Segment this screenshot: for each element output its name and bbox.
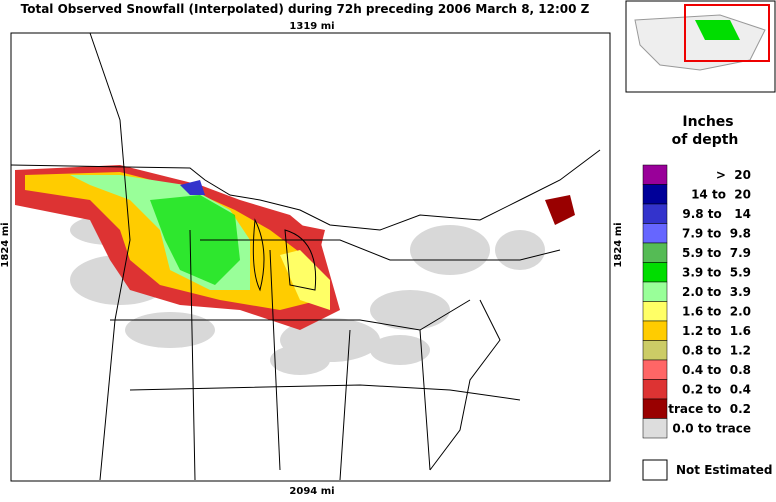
legend-title: of depth [672, 132, 739, 148]
legend-swatch [642, 242, 668, 263]
right-scale: 1824 mi [613, 222, 624, 267]
legend-swatch [642, 281, 668, 302]
legend-label: 0.8 to 1.2 [682, 344, 751, 358]
legend-label: 0.0 to trace [672, 422, 751, 436]
legend-label: 14 to 20 [691, 188, 751, 202]
legend-swatch [642, 359, 668, 380]
legend: > 20 14 to 20 9.8 to 14 7.9 to 9.8 5.9 to 7.… [642, 164, 751, 439]
title: Total Observed Snowfall (Interpolated) d… [21, 2, 590, 16]
legend-swatch [642, 340, 668, 361]
legend-swatch [642, 379, 668, 400]
legend-label: Not Estimated [676, 463, 772, 477]
legend-label: 0.4 to 0.8 [682, 363, 751, 377]
legend-label: 3.9 to 5.9 [682, 266, 751, 280]
legend-label: > 20 [716, 168, 751, 182]
legend-label: 5.9 to 7.9 [682, 246, 751, 260]
legend-label: 1.6 to 2.0 [682, 305, 751, 319]
legend-label: 2.0 to 3.9 [682, 285, 751, 299]
legend-title: Inches [682, 114, 733, 130]
legend-swatch [642, 301, 668, 322]
legend-label: 0.2 to 0.4 [682, 383, 751, 397]
legend-label: 9.8 to 14 [682, 207, 751, 221]
bottom-scale: 2094 mi [289, 486, 334, 497]
legend-label: 7.9 to 9.8 [682, 227, 751, 241]
legend-swatch [642, 418, 668, 439]
legend-swatch [642, 262, 668, 283]
legend-label: trace to 0.2 [668, 402, 751, 416]
legend-label: 1.2 to 1.6 [682, 324, 751, 338]
top-scale: 1319 mi [289, 21, 334, 32]
left-scale: 1824 mi [0, 222, 11, 267]
inset-map [625, 0, 776, 93]
legend-swatch [642, 164, 668, 185]
legend-swatch [642, 398, 668, 419]
legend-swatch [642, 320, 668, 341]
legend-swatch [642, 459, 668, 481]
legend-swatch [642, 223, 668, 244]
legend-swatch [642, 203, 668, 224]
legend-swatch [642, 184, 668, 205]
map [10, 32, 611, 482]
